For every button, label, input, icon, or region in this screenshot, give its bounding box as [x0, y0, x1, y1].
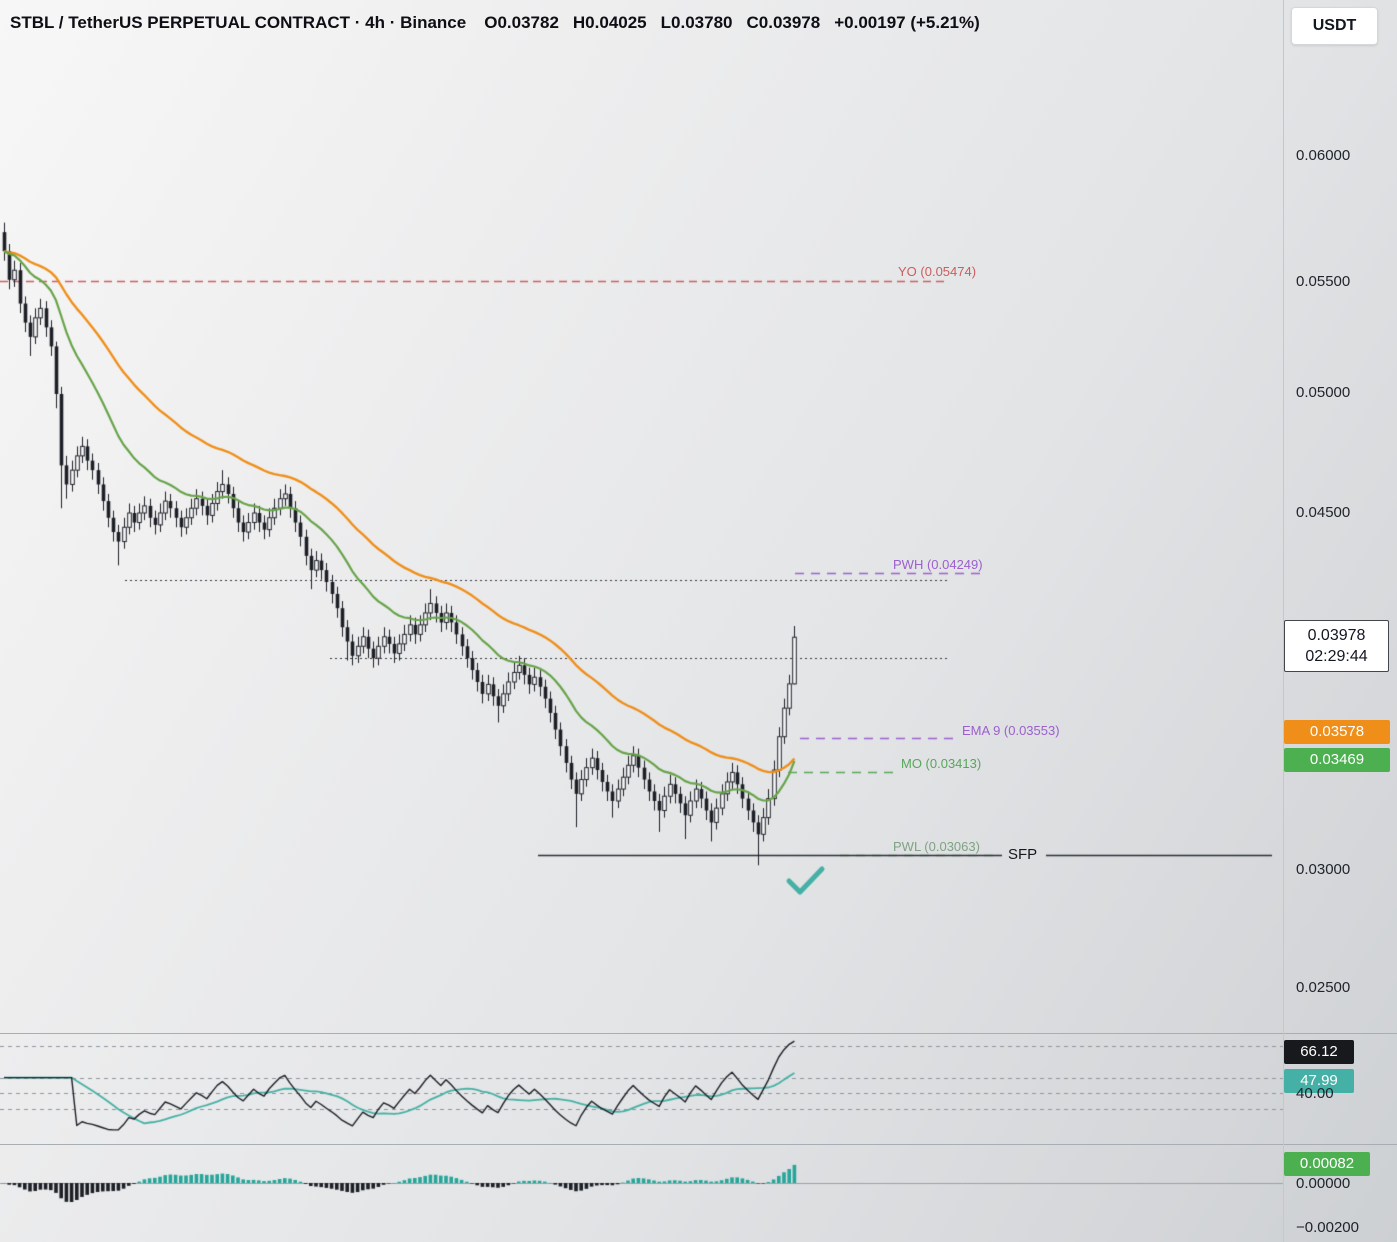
pwh-level-label: PWH (0.04249) [893, 557, 983, 572]
high-value: H0.04025 [572, 13, 647, 32]
price-tick: 0.04500 [1296, 504, 1351, 521]
hist-min-tick: −0.00200 [1296, 1219, 1359, 1236]
symbol-legend: STBL / TetherUS PERPETUAL CONTRACT · 4h … [10, 13, 994, 33]
price-tick: 0.02500 [1296, 979, 1351, 996]
change-value: +0.00197 (+5.21%) [834, 13, 980, 32]
pwl-level-label: PWL (0.03063) [893, 839, 980, 854]
bar-countdown: 02:29:44 [1305, 648, 1368, 665]
hist-value-badge: 0.00082 [1284, 1152, 1370, 1176]
ema9-level-label: EMA 9 (0.03553) [962, 723, 1060, 738]
ema-fast-price-badge: 0.03469 [1284, 748, 1390, 772]
axis-border [1283, 0, 1284, 1242]
price-tick: 0.03000 [1296, 861, 1351, 878]
open-value: O0.03782 [484, 13, 559, 32]
symbol-title: STBL / TetherUS PERPETUAL CONTRACT · 4h … [10, 13, 467, 32]
rsi-level-tick: 40.00 [1296, 1085, 1334, 1102]
price-tick: 0.06000 [1296, 147, 1351, 164]
panel-separator [0, 1033, 1397, 1034]
ema-slow-price-badge: 0.03578 [1284, 720, 1390, 744]
close-value: C0.03978 [746, 13, 821, 32]
sfp-annotation: SFP [1008, 846, 1038, 863]
currency-toggle-button[interactable]: USDT [1291, 7, 1378, 45]
rsi-smooth-value-badge: 47.99 [1284, 1069, 1354, 1093]
yo-level-label: YO (0.05474) [898, 264, 977, 279]
last-price-label: 0.03978 02:29:44 [1284, 620, 1389, 672]
hist-zero-tick: 0.00000 [1296, 1175, 1351, 1192]
mo-level-label: MO (0.03413) [901, 756, 982, 771]
rsi-value-badge: 66.12 [1284, 1040, 1354, 1064]
last-price-value: 0.03978 [1307, 627, 1366, 644]
panel-separator [0, 1144, 1397, 1145]
price-tick: 0.05500 [1296, 273, 1351, 290]
price-tick: 0.05000 [1296, 384, 1351, 401]
low-value: L0.03780 [660, 13, 733, 32]
